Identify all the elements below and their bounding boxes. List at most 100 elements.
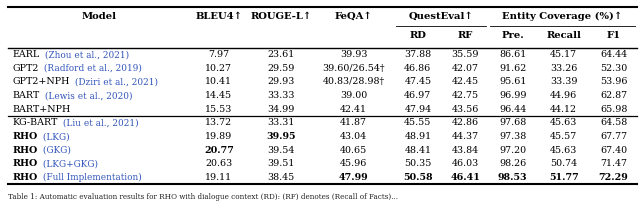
Text: 47.45: 47.45 xyxy=(404,77,431,86)
Text: GPT2: GPT2 xyxy=(13,64,39,73)
Text: RD: RD xyxy=(410,31,426,40)
Text: 7.97: 7.97 xyxy=(208,50,229,59)
Text: 50.58: 50.58 xyxy=(403,173,433,182)
Text: 98.53: 98.53 xyxy=(498,173,527,182)
Text: Recall: Recall xyxy=(547,31,581,40)
Text: 46.86: 46.86 xyxy=(404,64,431,73)
Text: 45.17: 45.17 xyxy=(550,50,577,59)
Text: 62.87: 62.87 xyxy=(600,91,627,100)
Text: QuestEval↑: QuestEval↑ xyxy=(408,12,474,21)
Text: 40.65: 40.65 xyxy=(340,146,367,155)
Text: 96.99: 96.99 xyxy=(499,91,527,100)
Text: 43.04: 43.04 xyxy=(340,132,367,141)
Text: RHO: RHO xyxy=(13,146,38,155)
Text: 39.51: 39.51 xyxy=(267,159,294,168)
Text: 33.31: 33.31 xyxy=(267,118,294,127)
Text: 13.72: 13.72 xyxy=(205,118,232,127)
Text: 41.87: 41.87 xyxy=(340,118,367,127)
Text: 50.74: 50.74 xyxy=(550,159,577,168)
Text: 95.61: 95.61 xyxy=(499,77,526,86)
Text: 43.84: 43.84 xyxy=(452,146,479,155)
Text: 40.83/28.98†: 40.83/28.98† xyxy=(323,77,385,86)
Text: Pre.: Pre. xyxy=(501,31,524,40)
Text: 45.57: 45.57 xyxy=(550,132,577,141)
Text: 20.63: 20.63 xyxy=(205,159,232,168)
Text: BART+NPH: BART+NPH xyxy=(13,105,71,114)
Text: Entity Coverage (%)↑: Entity Coverage (%)↑ xyxy=(502,12,623,21)
Text: 71.47: 71.47 xyxy=(600,159,627,168)
Text: 44.37: 44.37 xyxy=(452,132,479,141)
Text: BART: BART xyxy=(13,91,40,100)
Text: 10.41: 10.41 xyxy=(205,77,232,86)
Text: (GKG): (GKG) xyxy=(40,146,71,155)
Text: 19.89: 19.89 xyxy=(205,132,232,141)
Text: 52.30: 52.30 xyxy=(600,64,627,73)
Text: 38.45: 38.45 xyxy=(268,173,294,182)
Text: 46.41: 46.41 xyxy=(451,173,480,182)
Text: (Lewis et al., 2020): (Lewis et al., 2020) xyxy=(42,91,132,100)
Text: 46.03: 46.03 xyxy=(452,159,479,168)
Text: 96.44: 96.44 xyxy=(499,105,526,114)
Text: 33.39: 33.39 xyxy=(550,77,577,86)
Text: (Zhou et al., 2021): (Zhou et al., 2021) xyxy=(42,50,129,59)
Text: (Radford et al., 2019): (Radford et al., 2019) xyxy=(41,64,142,73)
Text: 97.20: 97.20 xyxy=(499,146,526,155)
Text: (LKG): (LKG) xyxy=(40,132,70,141)
Text: 39.95: 39.95 xyxy=(266,132,296,141)
Text: 48.41: 48.41 xyxy=(404,146,431,155)
Text: RHO: RHO xyxy=(13,132,38,141)
Text: 23.61: 23.61 xyxy=(268,50,294,59)
Text: 29.93: 29.93 xyxy=(267,77,294,86)
Text: 43.56: 43.56 xyxy=(452,105,479,114)
Text: 64.58: 64.58 xyxy=(600,118,627,127)
Text: 42.75: 42.75 xyxy=(452,91,479,100)
Text: 39.54: 39.54 xyxy=(267,146,294,155)
Text: 47.94: 47.94 xyxy=(404,105,431,114)
Text: 91.62: 91.62 xyxy=(499,64,526,73)
Text: Table 1: Automatic evaluation results for RHO with dialogue context (RD): (RF) d: Table 1: Automatic evaluation results fo… xyxy=(8,193,397,201)
Text: F1: F1 xyxy=(607,31,621,40)
Text: 15.53: 15.53 xyxy=(205,105,232,114)
Text: RHO: RHO xyxy=(13,159,38,168)
Text: 45.63: 45.63 xyxy=(550,146,577,155)
Text: EARL: EARL xyxy=(13,50,40,59)
Text: ROUGE-L↑: ROUGE-L↑ xyxy=(250,12,312,21)
Text: RHO: RHO xyxy=(13,173,38,182)
Text: 67.40: 67.40 xyxy=(600,146,627,155)
Text: (Dziri et al., 2021): (Dziri et al., 2021) xyxy=(72,77,158,86)
Text: 42.41: 42.41 xyxy=(340,105,367,114)
Text: 44.96: 44.96 xyxy=(550,91,577,100)
Text: 97.68: 97.68 xyxy=(499,118,526,127)
Text: 35.59: 35.59 xyxy=(451,50,479,59)
Text: (Liu et al., 2021): (Liu et al., 2021) xyxy=(60,118,139,127)
Text: 97.38: 97.38 xyxy=(499,132,526,141)
Text: 64.44: 64.44 xyxy=(600,50,627,59)
Text: 42.07: 42.07 xyxy=(452,64,479,73)
Text: 47.99: 47.99 xyxy=(339,173,369,182)
Text: KG-BART: KG-BART xyxy=(13,118,58,127)
Text: 33.26: 33.26 xyxy=(550,64,577,73)
Text: 42.86: 42.86 xyxy=(452,118,479,127)
Text: (LKG+GKG): (LKG+GKG) xyxy=(40,159,98,168)
Text: 48.91: 48.91 xyxy=(404,132,431,141)
Text: 39.60/26.54†: 39.60/26.54† xyxy=(323,64,385,73)
Text: 50.35: 50.35 xyxy=(404,159,431,168)
Text: RF: RF xyxy=(458,31,473,40)
Text: 72.29: 72.29 xyxy=(599,173,628,182)
Text: 34.99: 34.99 xyxy=(267,105,294,114)
Text: 20.77: 20.77 xyxy=(204,146,234,155)
Text: 98.26: 98.26 xyxy=(499,159,526,168)
Text: 33.33: 33.33 xyxy=(267,91,294,100)
Text: 39.93: 39.93 xyxy=(340,50,367,59)
Text: 10.27: 10.27 xyxy=(205,64,232,73)
Text: (Full Implementation): (Full Implementation) xyxy=(40,173,141,182)
Text: FeQA↑: FeQA↑ xyxy=(335,12,372,21)
Text: 42.45: 42.45 xyxy=(452,77,479,86)
Text: 46.97: 46.97 xyxy=(404,91,431,100)
Text: 65.98: 65.98 xyxy=(600,105,627,114)
Text: 14.45: 14.45 xyxy=(205,91,232,100)
Text: 37.88: 37.88 xyxy=(404,50,431,59)
Text: 67.77: 67.77 xyxy=(600,132,627,141)
Text: BLEU4↑: BLEU4↑ xyxy=(195,12,243,21)
Text: GPT2+NPH: GPT2+NPH xyxy=(13,77,70,86)
